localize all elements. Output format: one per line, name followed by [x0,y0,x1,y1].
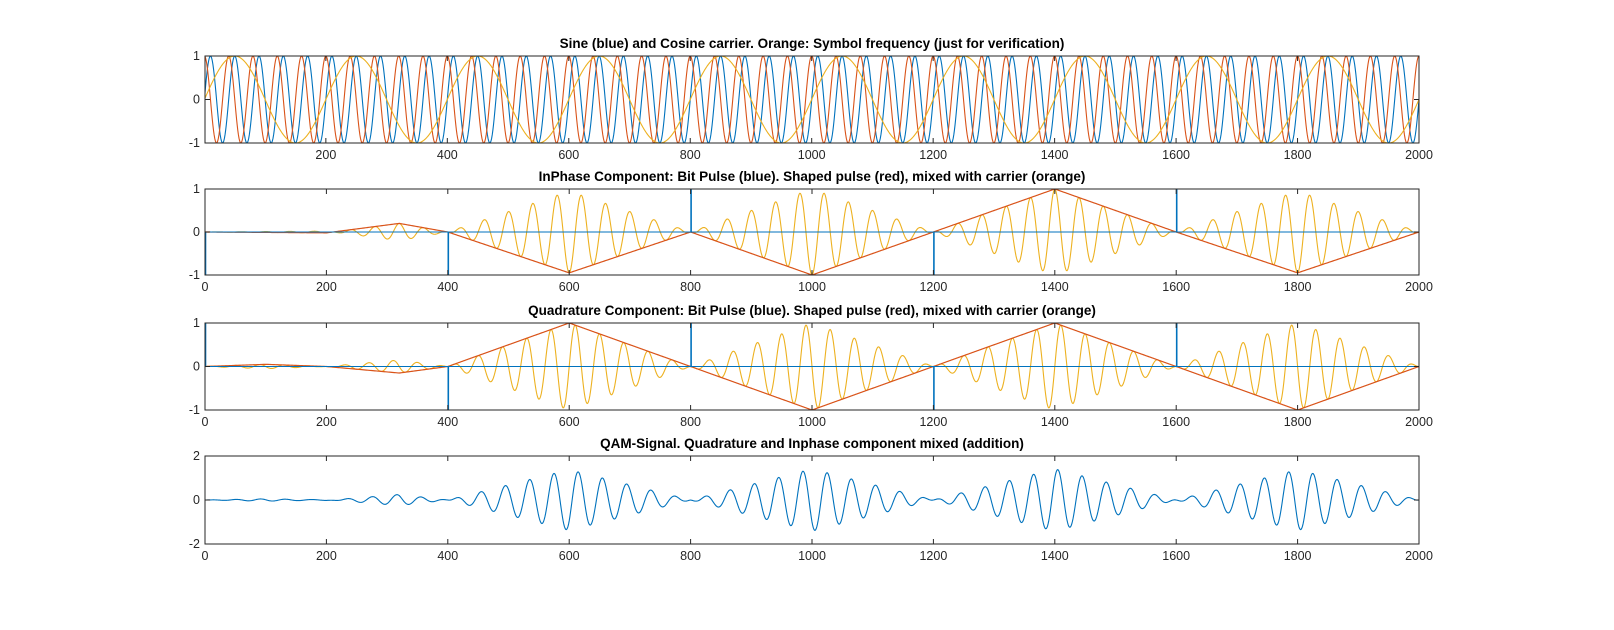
x-tick-label: 600 [559,415,580,429]
x-tick-label: 1400 [1041,280,1069,294]
axes-title: QAM-Signal. Quadrature and Inphase compo… [600,436,1024,451]
axes-inphase: InPhase Component: Bit Pulse (blue). Sha… [189,169,1433,294]
y-tick-label: 0 [193,225,200,239]
tick-group: 0 200 400 600 800 1000 1200 1400 1600 1800 2000-10… [189,316,1433,429]
x-tick-label: 1800 [1284,280,1312,294]
x-tick-label: 1200 [919,148,947,162]
tick-group: 200 400 600 800 1000 1200 1400 1600 1800 2000 -1 0 1 [189,49,1433,162]
x-tick-label: 800 [680,280,701,294]
axes-carrier: Sine (blue) and Cosine carrier. Orange: … [189,36,1433,162]
x-tick-label: 600 [559,549,580,563]
x-tick-label: 1200 [919,415,947,429]
x-tick-label: 1000 [798,280,826,294]
x-tick-label: 1600 [1162,549,1190,563]
x-tick-label: 1000 [798,549,826,563]
y-tick-label: 0 [193,93,200,107]
x-tick-label: 1000 [798,415,826,429]
y-tick-label: 1 [193,182,200,196]
x-tick-label: 600 [559,280,580,294]
axes-title: Quadrature Component: Bit Pulse (blue). … [528,303,1096,318]
series-line-sine-2 [205,56,1419,143]
x-tick-label: 1400 [1041,415,1069,429]
x-tick-label: 1600 [1162,280,1190,294]
x-tick-label: 1200 [919,549,947,563]
x-tick-label: 400 [437,280,458,294]
x-tick-label: 2000 [1405,415,1433,429]
x-tick-label: 400 [437,549,458,563]
plot-area [205,189,1419,275]
x-tick-label: 400 [437,415,458,429]
series-line-mixed-carrier [205,189,1419,275]
x-tick-label: 800 [680,148,701,162]
x-tick-label: 1200 [919,280,947,294]
axes-qam-signal: QAM-Signal. Quadrature and Inphase compo… [189,436,1433,563]
y-tick-label: 1 [193,316,200,330]
axes-frame [204,188,1420,276]
x-tick-label: 2000 [1405,148,1433,162]
x-tick-label: 200 [315,148,336,162]
y-tick-label: -2 [189,537,200,551]
tick-group: 0 200 400 600 800 1000 1200 1400 1600 1800 2000-10… [189,182,1433,294]
axes-frame [204,322,1420,411]
axes-frame [204,55,1420,144]
series-line-shaped-pulse [205,189,1419,275]
axes-frame [204,455,1420,545]
plot-area [205,323,1419,410]
x-tick-label: 400 [437,148,458,162]
y-tick-label: 1 [193,49,200,63]
x-tick-label: 2000 [1405,549,1433,563]
x-tick-label: 1000 [798,148,826,162]
x-tick-label: 1800 [1284,148,1312,162]
x-tick-label: 1400 [1041,148,1069,162]
tick-group: 0 200 400 600 800 1000 1200 1400 1600 1800 2000-20… [189,449,1433,563]
y-tick-label: 2 [193,449,200,463]
x-tick-label: 1800 [1284,549,1312,563]
series-group [205,469,1419,531]
y-tick-label: 0 [193,493,200,507]
series-line-shaped-pulse [205,323,1419,410]
y-tick-label: -1 [189,403,200,417]
y-tick-label: -1 [189,268,200,282]
x-tick-label: 2000 [1405,280,1433,294]
axes-title: InPhase Component: Bit Pulse (blue). Sha… [539,169,1086,184]
x-tick-label: 800 [680,415,701,429]
series-group [205,189,1419,275]
x-tick-label: 0 [202,415,209,429]
y-tick-label: 0 [193,360,200,374]
x-tick-label: 600 [558,148,579,162]
x-tick-label: 200 [316,549,337,563]
axes-quadrature: Quadrature Component: Bit Pulse (blue). … [189,303,1433,429]
x-tick-label: 1800 [1284,415,1312,429]
series-line-sine-0 [205,56,1419,143]
x-tick-label: 200 [316,415,337,429]
x-tick-label: 1400 [1041,549,1069,563]
x-tick-label: 800 [680,549,701,563]
x-tick-label: 200 [316,280,337,294]
y-tick-label: -1 [189,136,200,150]
axes-title: Sine (blue) and Cosine carrier. Orange: … [560,36,1065,51]
x-tick-label: 1600 [1162,415,1190,429]
series-group [205,323,1419,410]
x-tick-label: 1600 [1162,148,1190,162]
plot-area [205,469,1419,531]
x-tick-label: 0 [202,549,209,563]
series-line-qam-signal [205,469,1419,531]
x-tick-label: 0 [202,280,209,294]
